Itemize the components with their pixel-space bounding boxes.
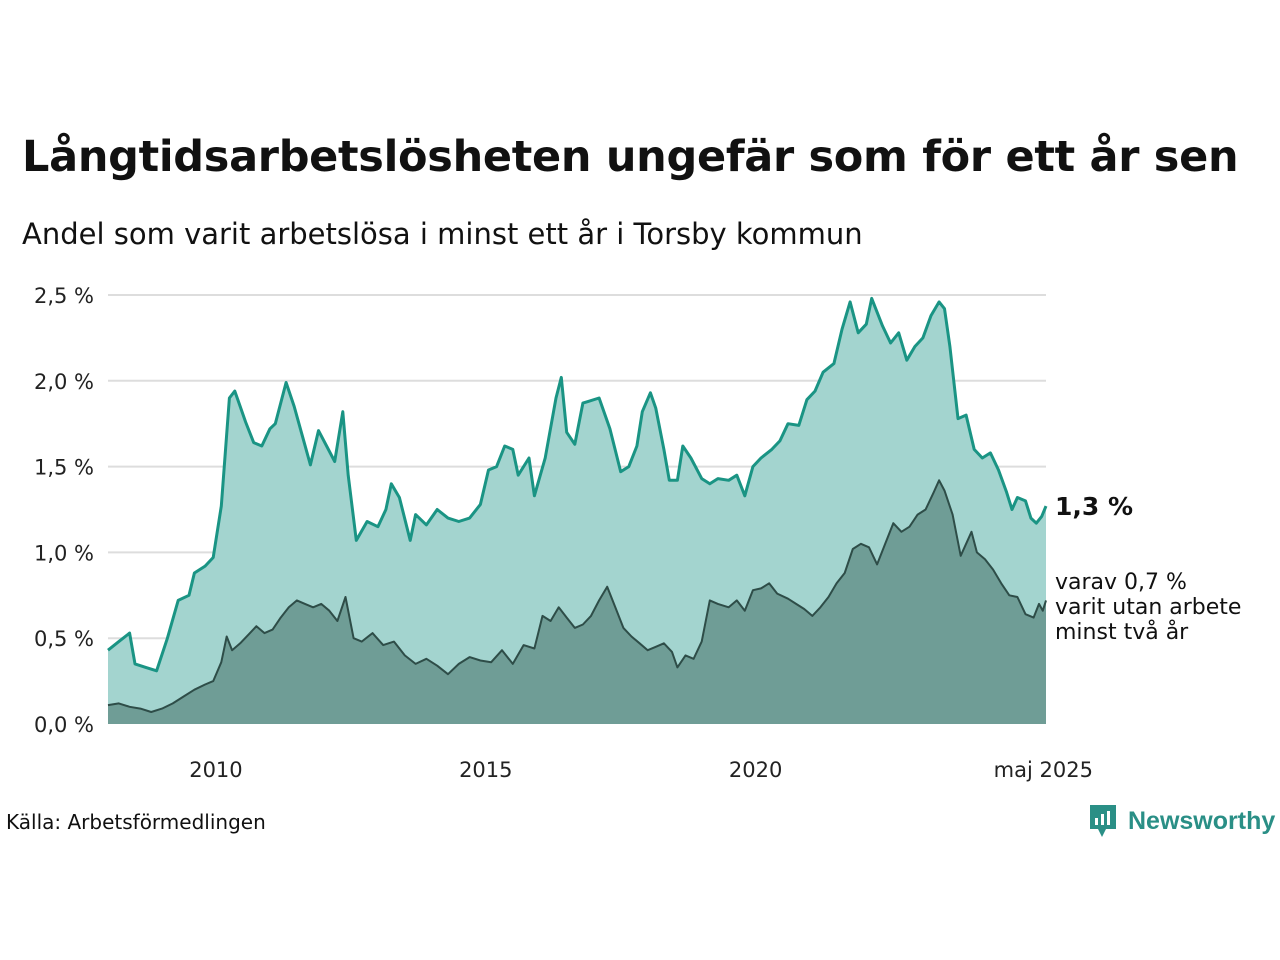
y-tick-label: 0,0 % <box>34 713 94 737</box>
y-tick-label: 2,0 % <box>34 370 94 394</box>
brand-name: Newsworthy <box>1128 806 1276 835</box>
x-tick-label: 2010 <box>189 758 242 782</box>
brand-logo: Newsworthy <box>1088 803 1275 839</box>
y-tick-label: 0,5 % <box>34 627 94 651</box>
series-area-long <box>108 480 1046 724</box>
end-label-long-line: minst två år <box>1055 619 1189 645</box>
chart-title: Långtidsarbetslösheten ungefär som för e… <box>22 132 1239 182</box>
end-label-long-line: varav 0,7 % <box>1055 570 1187 595</box>
end-label-total: 1,3 % <box>1055 492 1133 521</box>
y-tick-label: 1,5 % <box>34 456 94 480</box>
newsworthy-icon <box>1090 805 1116 837</box>
series-line-long <box>107 479 1047 713</box>
series-line-total <box>107 296 1048 673</box>
chart-subtitle: Andel som varit arbetslösa i minst ett å… <box>22 217 863 251</box>
x-tick-label: 2020 <box>729 758 782 782</box>
x-tick-label: 2015 <box>459 758 512 782</box>
y-tick-label: 2,5 % <box>34 284 94 308</box>
x-tick-label: maj 2025 <box>994 758 1093 782</box>
end-label-long-line: varit utan arbete <box>1055 595 1241 620</box>
source-note: Källa: Arbetsförmedlingen <box>6 810 266 834</box>
y-tick-label: 1,0 % <box>34 541 94 565</box>
